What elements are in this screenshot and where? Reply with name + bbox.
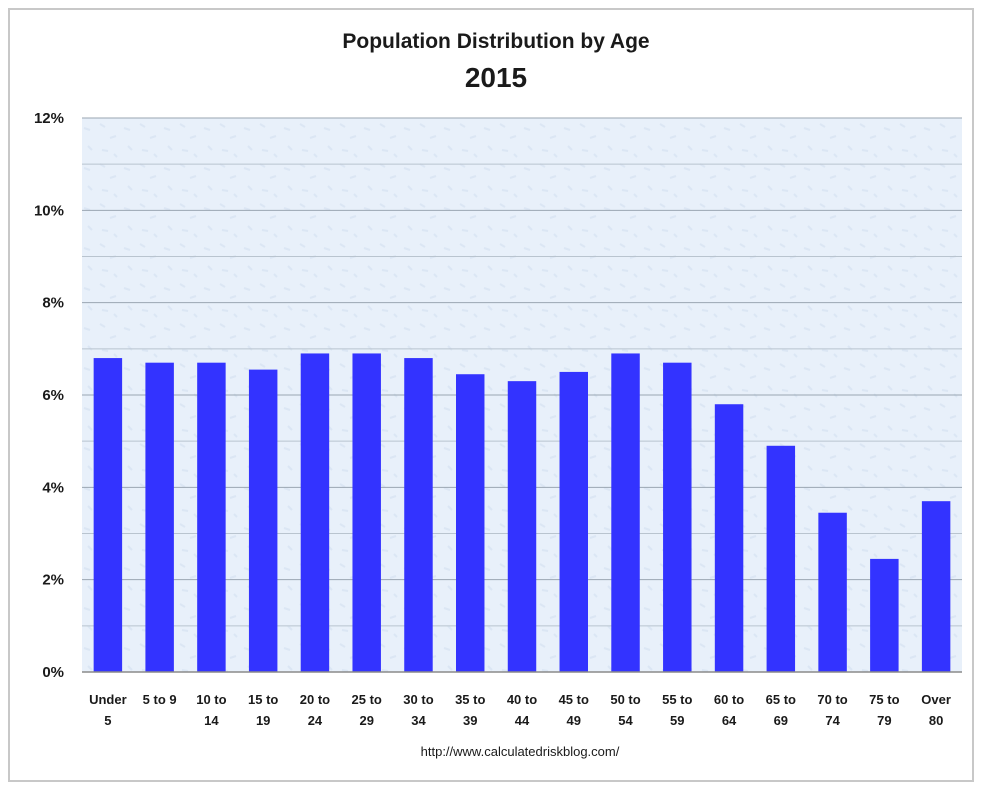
source-url: http://www.calculatedriskblog.com/ bbox=[420, 744, 620, 759]
bar bbox=[300, 353, 330, 672]
x-tick-label: 15 to 19 bbox=[248, 692, 278, 728]
chart-title: Population Distribution by Age bbox=[342, 30, 650, 53]
x-tick-label: 70 to 74 bbox=[817, 692, 847, 728]
bar bbox=[404, 358, 433, 672]
x-tick-label: 55 to 59 bbox=[662, 692, 692, 728]
x-tick-label: 35 to 39 bbox=[455, 692, 485, 728]
bar bbox=[507, 381, 537, 672]
bar bbox=[352, 353, 381, 672]
bar bbox=[818, 512, 847, 672]
x-tick-label: 50 to 54 bbox=[610, 692, 640, 728]
x-tick-label: 30 to 34 bbox=[403, 692, 433, 728]
bar bbox=[766, 445, 796, 672]
x-tick-label: 75 to 79 bbox=[869, 692, 899, 728]
x-tick-label: Under 5 bbox=[89, 692, 127, 728]
y-tick-label: 4% bbox=[42, 479, 64, 496]
y-tick-label: 2% bbox=[42, 572, 64, 589]
bar bbox=[870, 558, 899, 672]
bar bbox=[93, 358, 123, 672]
bar bbox=[611, 353, 640, 672]
bar bbox=[145, 362, 174, 672]
y-tick-label: 6% bbox=[42, 387, 64, 404]
y-tick-label: 12% bbox=[34, 110, 64, 127]
bar bbox=[921, 501, 951, 672]
y-tick-label: 8% bbox=[42, 295, 64, 312]
chart-subtitle: 2015 bbox=[464, 62, 528, 93]
y-tick-label: 10% bbox=[34, 202, 64, 219]
x-tick-label: 5 to 9 bbox=[143, 692, 177, 707]
bar bbox=[197, 362, 226, 672]
bar bbox=[559, 371, 588, 672]
bar bbox=[663, 362, 692, 672]
y-tick-label: 0% bbox=[42, 664, 64, 681]
x-tick-label: 40 to 44 bbox=[507, 692, 537, 728]
bar bbox=[248, 369, 278, 672]
x-tick-label: Over 80 bbox=[921, 692, 951, 728]
x-tick-label: 65 to 69 bbox=[766, 692, 796, 728]
x-tick-label: 25 to 29 bbox=[352, 692, 382, 728]
x-tick-label: 60 to 64 bbox=[714, 692, 744, 728]
bar bbox=[714, 404, 744, 672]
x-tick-label: 45 to 49 bbox=[559, 692, 589, 728]
x-tick-label: 20 to 24 bbox=[300, 692, 330, 728]
x-tick-label: 10 to 14 bbox=[196, 692, 226, 728]
bar bbox=[456, 374, 485, 672]
